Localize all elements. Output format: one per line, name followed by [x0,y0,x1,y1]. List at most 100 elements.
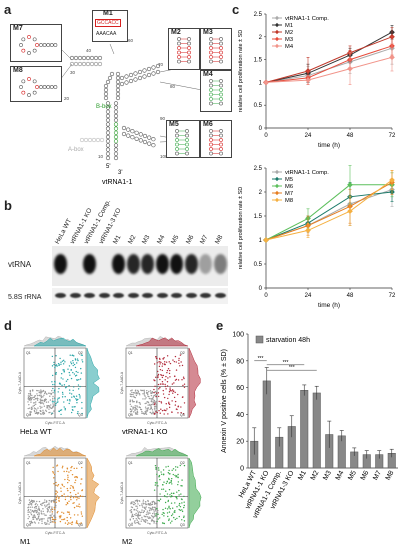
rna-secondary-structure: 405060708030201090100 [59,26,205,161]
y-tick-label: 2.5 [254,166,263,172]
event-gray [50,393,52,396]
event-gray [139,514,142,516]
event-gray [149,512,151,514]
event-gray [150,413,153,415]
data-point [263,237,269,243]
nucleotide [69,55,75,61]
event-sample [65,504,67,506]
rrna-band [171,293,182,298]
event-gray [130,405,133,408]
event-gray [38,512,40,514]
rrna-band [214,293,226,298]
nucleotide [32,37,37,42]
position-number: 80 [170,84,176,89]
event-gray [29,503,32,505]
event-sample [54,518,57,521]
event-sample [168,361,170,363]
nucleotide [138,138,143,143]
event-sample [170,481,173,483]
event-sample [171,513,174,515]
event-gray [141,516,143,519]
event-gray [137,390,140,393]
x-tick-label: 48 [347,133,354,139]
nucleotide [219,83,223,88]
event-sample [155,395,157,398]
event-gray [34,402,36,404]
nucleotide [115,75,121,81]
event-gray [143,510,145,513]
event-gray [150,515,153,517]
event-gray [152,515,154,518]
y-tick-label: 1.5 [254,214,263,220]
event-gray [40,410,42,412]
event-sample [55,364,58,366]
event-sample [181,396,184,398]
event-gray [133,395,135,398]
nucleotide [21,37,26,42]
nucleotide [219,129,223,133]
event-sample [174,469,177,471]
event-gray [46,523,48,525]
event-sample [76,499,78,501]
event-gray [138,515,140,517]
event-gray [35,505,38,508]
event-sample [69,517,72,519]
event-sample [63,493,65,495]
nucleotide [115,87,121,93]
event-gray [41,522,43,525]
row-label-vtrna: vtRNA [8,260,32,269]
nucleotide [134,130,139,135]
y-tick-label: 1 [259,80,263,86]
event-sample [168,506,170,509]
m1-sequence-top: GCCACC [95,19,121,27]
event-sample [181,502,183,504]
event-sample [169,387,171,389]
event-sample [80,522,82,524]
event-sample [166,508,169,510]
event-sample [78,378,80,381]
event-sample [165,403,167,405]
event-gray [54,516,57,519]
event-gray [136,514,139,516]
event-sample [163,495,166,497]
event-gray [38,391,40,394]
legend-label: M5 [285,177,293,183]
nucleotide [105,155,111,161]
event-sample [53,477,55,479]
event-sample [162,473,165,476]
category-label: M8 [385,470,396,482]
nucleotide [81,55,87,61]
event-sample [168,505,170,508]
event-sample [159,383,162,385]
data-point [389,54,395,61]
event-gray [131,506,134,509]
event-gray [38,390,40,392]
event-sample [64,409,66,411]
nucleotide [105,143,111,148]
category-label: M6 [360,470,371,482]
event-sample [75,395,78,397]
event-sample [161,380,164,383]
event-sample [157,392,160,394]
event-gray [44,398,47,400]
event-sample [74,366,77,369]
blot-rrna [52,288,228,304]
nucleotide [185,133,189,138]
legend-marker [274,36,280,42]
event-gray [28,397,31,400]
event-gray [155,401,157,403]
event-sample [64,361,66,363]
nucleotide [187,50,191,55]
quadrant-label: Q1 [26,461,31,465]
nucleotide [39,85,43,89]
event-sample [156,362,158,364]
event-gray [135,514,137,517]
event-gray [36,513,39,516]
event-sample [153,391,155,394]
mutant-box-m3: M3 [200,28,232,70]
event-gray [46,511,49,513]
quadrant-label: Q3 [78,413,83,417]
event-gray [140,389,142,391]
nucleotide [27,93,31,97]
event-sample [75,362,78,364]
